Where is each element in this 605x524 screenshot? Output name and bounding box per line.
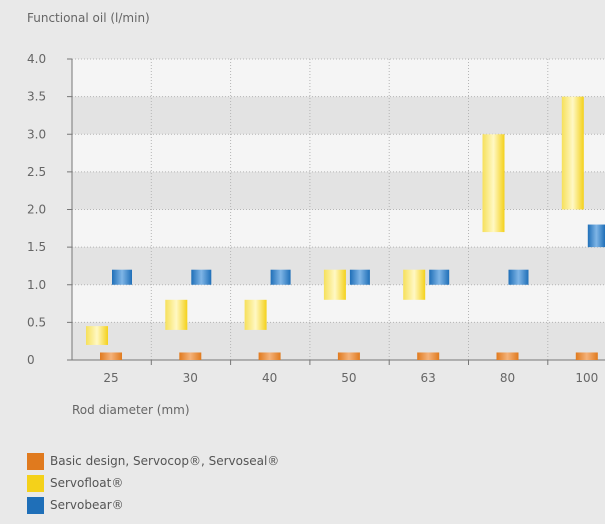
x-tick-label: 100 [575,371,598,385]
y-tick-label: 0.5 [27,315,46,329]
legend-item-basic-design: Basic design, Servocop®, Servoseal® [27,450,279,472]
bar-servofloat [244,299,267,330]
bar-servofloat [165,299,188,330]
plot-band [72,209,605,248]
bar-basic-design [337,352,360,360]
bar-servobear [508,269,529,285]
plot-band [72,59,605,97]
y-tick-label: 3.0 [27,127,46,141]
bar-servobear [429,269,450,285]
bar-basic-design [100,352,122,360]
y-tick-label: 2.0 [27,203,46,217]
bar-basic-design [258,352,281,360]
data-marks [86,96,605,360]
x-tick-label: 50 [341,371,356,385]
x-tick-label: 30 [183,371,198,385]
plot-band [72,171,605,210]
legend-swatch-basic-design [27,452,44,470]
legend-label-basic-design: Basic design, Servocop®, Servoseal® [50,454,280,468]
plot-band [72,134,605,172]
bar-servobear [270,269,291,285]
axes: 4.0 3.5 3.0 2.5 2.0 1.5 1.0 0.5 0 25 30 40 50 63 80 100 [27,52,605,385]
bar-servofloat [403,269,426,300]
bar-basic-design [575,352,598,360]
y-axis-label: Functional oil (l/min) [27,11,150,25]
bar-servobear [191,269,212,285]
bar-servofloat [86,326,108,345]
bar-servobear [112,269,132,285]
legend: Basic design, Servocop®, Servoseal® Serv… [27,450,279,516]
y-tick-label: 3.5 [27,90,46,104]
legend-item-servobear: Servobear® [27,494,279,516]
bar-servobear [587,224,605,248]
x-tick-label: 63 [421,371,436,385]
bar-servofloat [482,134,505,233]
y-tick-label: 0 [27,353,35,367]
x-axis-label: Rod diameter (mm) [72,403,190,417]
plot-band [72,96,605,135]
x-tick-label: 40 [262,371,277,385]
bar-basic-design [496,352,519,360]
legend-label-servofloat: Servofloat® [50,476,124,490]
legend-label-servobear: Servobear® [50,498,124,512]
y-tick-label: 4.0 [27,52,46,66]
legend-swatch-servobear [27,496,44,514]
bar-basic-design [417,352,440,360]
x-tick-label: 80 [500,371,515,385]
bar-servofloat [561,96,584,210]
legend-swatch-servofloat [27,474,44,492]
x-tick-label: 25 [103,371,118,385]
y-tick-label: 1.0 [27,278,46,292]
y-tick-label: 2.5 [27,165,46,179]
bar-servobear [349,269,370,285]
legend-item-servofloat: Servofloat® [27,472,279,494]
y-tick-label: 1.5 [27,240,46,254]
bar-basic-design [179,352,202,360]
bar-servofloat [323,269,346,300]
